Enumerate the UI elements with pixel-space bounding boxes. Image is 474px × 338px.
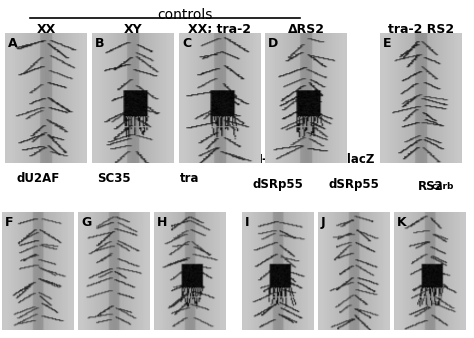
Text: controls: controls xyxy=(157,8,213,22)
Text: RS2: RS2 xyxy=(418,180,444,193)
Text: K: K xyxy=(397,216,407,228)
Text: G: G xyxy=(81,216,91,228)
Text: dU2AF: dU2AF xyxy=(17,172,60,185)
Text: dSRp55: dSRp55 xyxy=(253,178,303,191)
Text: RS2: RS2 xyxy=(422,153,448,166)
Text: I: I xyxy=(245,216,249,228)
Text: E: E xyxy=(383,37,392,50)
Text: A: A xyxy=(8,37,18,50)
Text: H: H xyxy=(157,216,167,228)
Text: SC35: SC35 xyxy=(97,172,131,185)
Text: ΔRS2: ΔRS2 xyxy=(288,23,325,36)
Text: XY: XY xyxy=(124,23,142,36)
Text: tra: tra xyxy=(180,172,200,185)
Text: XX; tra-2: XX; tra-2 xyxy=(189,23,252,36)
Text: B: B xyxy=(95,37,105,50)
Text: carb: carb xyxy=(432,182,454,191)
Text: C: C xyxy=(182,37,191,50)
Text: XX: XX xyxy=(36,23,55,36)
Text: D: D xyxy=(268,37,279,50)
Text: dSRp55: dSRp55 xyxy=(328,178,380,191)
Text: tra-2 RS2: tra-2 RS2 xyxy=(388,23,454,36)
Text: C-lacZ: C-lacZ xyxy=(333,153,374,166)
Text: F: F xyxy=(5,216,13,228)
Text: N-FLAG: N-FLAG xyxy=(254,153,302,166)
Text: J: J xyxy=(321,216,326,228)
